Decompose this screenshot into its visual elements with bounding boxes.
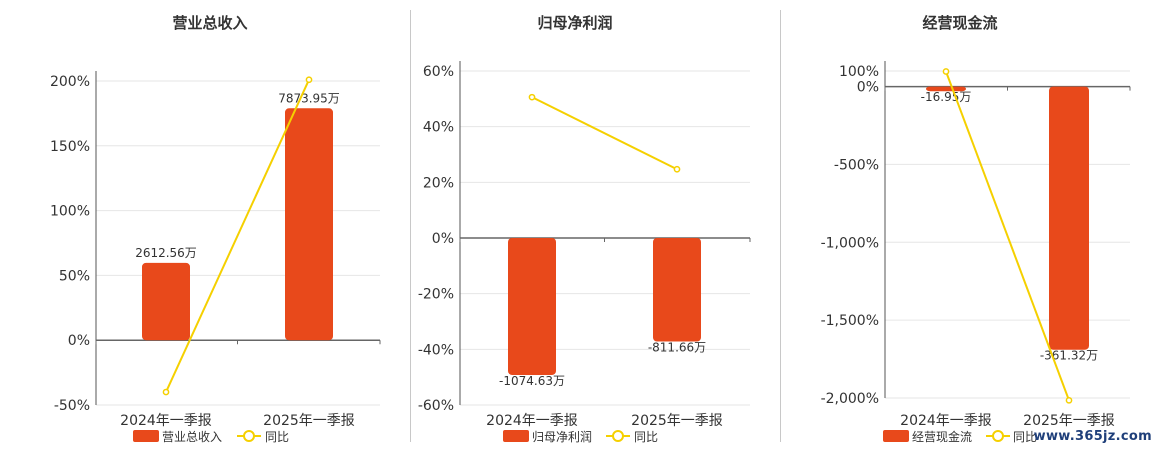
yoy-point-2 xyxy=(673,165,681,173)
y-tick-label: -50% xyxy=(54,398,90,414)
yoy-point-2 xyxy=(1065,396,1073,404)
chart-title: 营业总收入 xyxy=(172,14,247,32)
bar-data-label: 7873.95万 xyxy=(278,91,340,105)
bar-1 xyxy=(142,262,190,341)
legend-line-label: 同比 xyxy=(1013,430,1037,444)
legend-line-marker xyxy=(992,430,1004,442)
yoy-point-1 xyxy=(528,93,536,101)
bar-data-label: -811.66万 xyxy=(648,341,706,355)
watermark-text: www.365jz.com xyxy=(1033,429,1152,444)
y-tick-label: -1,000% xyxy=(821,235,879,251)
panel-divider-1 xyxy=(410,10,411,442)
y-tick-label: -40% xyxy=(418,342,454,358)
y-tick-label: 100% xyxy=(50,204,90,220)
yoy-line xyxy=(531,96,678,171)
y-tick-label: 0% xyxy=(857,80,879,96)
panel-divider-2 xyxy=(780,10,781,442)
yoy-point-2 xyxy=(305,76,313,84)
chart-title: 经营现金流 xyxy=(922,14,997,32)
legend-bar-swatch xyxy=(503,430,529,442)
x-tick-label: 2025年一季报 xyxy=(631,413,723,429)
yoy-point-1 xyxy=(162,388,170,396)
x-tick-label: 2025年一季报 xyxy=(1023,413,1115,429)
y-tick-label: 50% xyxy=(59,268,90,284)
legend-bar-label: 归母净利润 xyxy=(532,430,592,444)
y-tick-label: 200% xyxy=(50,74,90,90)
y-tick-label: 0% xyxy=(432,231,454,247)
y-tick-label: 40% xyxy=(423,120,454,136)
x-tick-label: 2025年一季报 xyxy=(263,413,355,429)
chart-title: 归母净利润 xyxy=(537,14,612,32)
x-tick-label: 2024年一季报 xyxy=(120,413,212,429)
bar-data-label: -361.32万 xyxy=(1040,349,1098,363)
y-tick-label: -20% xyxy=(418,287,454,303)
bar-data-label: -16.95万 xyxy=(921,90,972,104)
legend-line-label: 同比 xyxy=(265,430,289,444)
bar-data-label: 2612.56万 xyxy=(135,246,197,260)
bar-1 xyxy=(926,86,966,92)
bar-2 xyxy=(653,238,701,342)
yoy-point-1 xyxy=(942,68,950,75)
y-tick-label: -60% xyxy=(418,398,454,414)
bar-1 xyxy=(508,238,556,375)
bar-2 xyxy=(285,108,333,341)
y-tick-label: -1,500% xyxy=(821,313,879,329)
legend-bar-label: 营业总收入 xyxy=(162,430,222,444)
legend-bar-label: 经营现金流 xyxy=(912,429,972,444)
y-tick-label: 0% xyxy=(68,333,90,349)
x-tick-label: 2024年一季报 xyxy=(900,413,992,429)
y-tick-label: -2,000% xyxy=(821,391,879,407)
bar-data-label: -1074.63万 xyxy=(499,374,565,388)
y-tick-label: 20% xyxy=(423,175,454,191)
chart-panel-1: 营业总收入 200% 150% 100% 50% 0% -50% 2612.56万 7873.9… xyxy=(50,14,381,444)
bar-2 xyxy=(1049,86,1089,350)
yoy-line xyxy=(945,71,1070,401)
y-tick-label: 100% xyxy=(839,64,879,80)
legend-line-marker xyxy=(612,430,624,442)
yoy-line xyxy=(165,79,310,393)
y-tick-label: 150% xyxy=(50,139,90,155)
legend-bar-swatch xyxy=(883,430,909,442)
y-tick-label: -500% xyxy=(834,157,879,173)
chart-panel-2: 归母净利润 60% 40% 20% 0% -20% -40% -60% -1074.63万 -81… xyxy=(418,14,751,444)
legend-bar-swatch xyxy=(133,430,159,442)
legend-line-marker xyxy=(243,430,255,442)
y-tick-label: 60% xyxy=(423,64,454,80)
chart-panel-3: 经营现金流 100%0% -500% -1,000% -1,500% -2,000% -16… xyxy=(821,14,1131,444)
legend-line-label: 同比 xyxy=(634,430,658,444)
x-tick-label: 2024年一季报 xyxy=(486,413,578,429)
